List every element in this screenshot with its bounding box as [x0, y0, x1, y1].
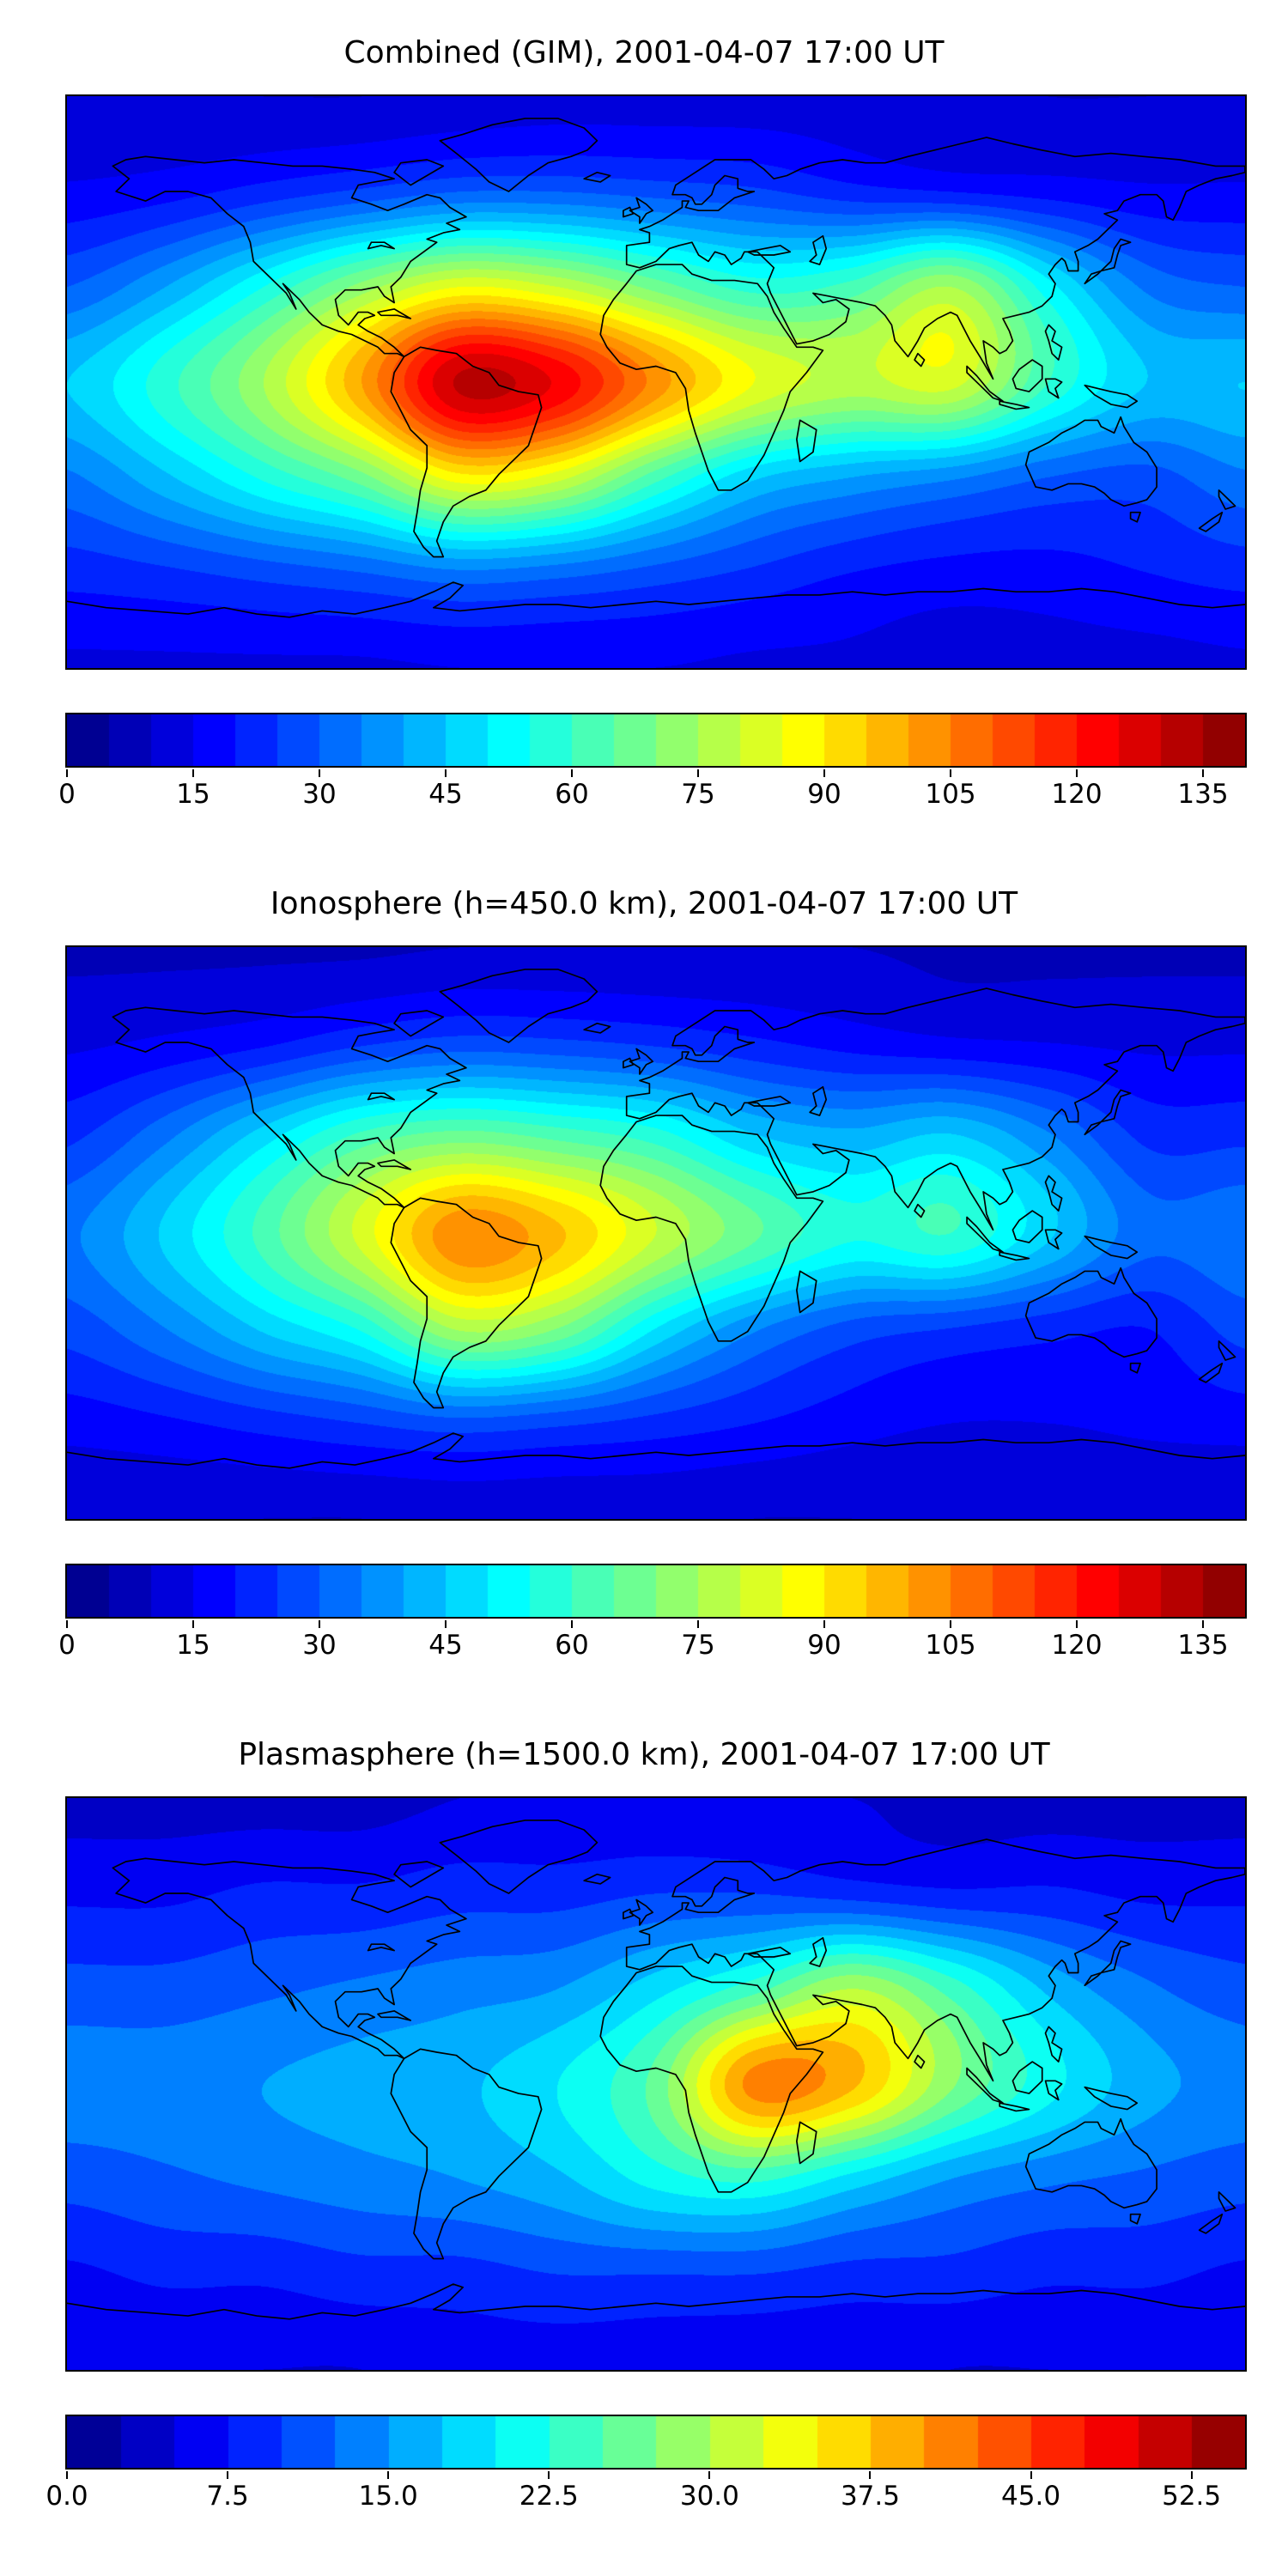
colorbar-tick-label: 120: [1051, 779, 1103, 810]
colorbar-tick-mark: [869, 2471, 872, 2479]
colorbar-ticks: 0.0 7.5 15.0 22.5 30.0 37.5 45.0 52.5: [46, 2471, 1245, 2516]
colorbar-tick-label: 15.0: [358, 2481, 418, 2512]
colorbar-ticks: 0 15 30 45 60 75 90 105 120 135: [58, 1620, 1245, 1665]
tec-heatmap-canvas: [67, 1798, 1245, 2370]
colorbar-canvas: [67, 1565, 1245, 1617]
colorbar-tick-mark: [697, 1620, 699, 1628]
colorbar-tick-label: 0.0: [46, 2481, 88, 2512]
colorbar-tick-mark: [66, 769, 68, 777]
colorbar: [65, 2415, 1247, 2470]
colorbar-tick-label: 7.5: [206, 2481, 249, 2512]
colorbar-tick-label: 60: [555, 779, 589, 810]
colorbar-tick-mark: [1076, 1620, 1078, 1628]
colorbar-tick-label: 105: [925, 779, 976, 810]
colorbar-tick-label: 60: [555, 1630, 589, 1661]
colorbar-tick-label: 52.5: [1162, 2481, 1222, 2512]
colorbar-tick-label: 30: [302, 1630, 337, 1661]
colorbar-tick-mark: [319, 769, 320, 777]
colorbar-tick-mark: [1190, 2471, 1193, 2479]
colorbar-tick-label: 15: [176, 779, 210, 810]
colorbar-tick-label: 37.5: [840, 2481, 900, 2512]
panel-title: Combined (GIM), 2001-04-07 17:00 UT: [343, 35, 945, 70]
colorbar-tick-label: 45: [428, 779, 463, 810]
colorbar-ticks: 0 15 30 45 60 75 90 105 120 135: [58, 769, 1245, 814]
colorbar-tick-label: 45.0: [1001, 2481, 1061, 2512]
colorbar-tick-label: 0: [58, 1630, 76, 1661]
map-combined-gim: [65, 94, 1247, 670]
colorbar-tick-mark: [548, 2471, 550, 2479]
colorbar: [65, 713, 1247, 768]
colorbar: [65, 1564, 1247, 1619]
tec-heatmap-canvas: [67, 96, 1245, 668]
panel-title: Plasmasphere (h=1500.0 km), 2001-04-07 1…: [238, 1737, 1050, 1772]
map-plasmasphere: [65, 1796, 1247, 2372]
colorbar-tick-mark: [445, 769, 447, 777]
colorbar-tick-label: 75: [681, 1630, 715, 1661]
colorbar-tick-label: 0: [58, 779, 76, 810]
colorbar-canvas: [67, 2416, 1245, 2468]
colorbar-tick-label: 135: [1177, 1630, 1229, 1661]
colorbar-tick-label: 22.5: [519, 2481, 579, 2512]
panel-combined-gim: Combined (GIM), 2001-04-07 17:00 UT 0 15 3…: [0, 0, 1288, 851]
colorbar-tick-mark: [571, 769, 573, 777]
colorbar-tick-mark: [1076, 769, 1078, 777]
coastlines-overlay: [67, 1820, 1245, 2320]
colorbar-tick-mark: [823, 769, 825, 777]
colorbar-tick-label: 30: [302, 779, 337, 810]
colorbar-tick-mark: [227, 2471, 229, 2479]
colorbar-tick-mark: [192, 769, 194, 777]
colorbar-tick-mark: [950, 1620, 951, 1628]
colorbar-tick-mark: [387, 2471, 390, 2479]
panel-plasmasphere: Plasmasphere (h=1500.0 km), 2001-04-07 1…: [0, 1702, 1288, 2553]
colorbar-tick-mark: [823, 1620, 825, 1628]
colorbar-tick-mark: [571, 1620, 573, 1628]
panel-ionosphere: Ionosphere (h=450.0 km), 2001-04-07 17:0…: [0, 851, 1288, 1702]
map-ionosphere: [65, 945, 1247, 1521]
colorbar-tick-mark: [950, 769, 951, 777]
colorbar-tick-mark: [66, 1620, 68, 1628]
colorbar-tick-label: 90: [807, 1630, 841, 1661]
colorbar-tick-label: 45: [428, 1630, 463, 1661]
colorbar-tick-label: 105: [925, 1630, 976, 1661]
tec-heatmap-canvas: [67, 947, 1245, 1519]
colorbar-tick-mark: [319, 1620, 320, 1628]
colorbar-tick-label: 90: [807, 779, 841, 810]
coastlines-overlay: [67, 118, 1245, 618]
coastlines-overlay: [67, 969, 1245, 1469]
colorbar-tick-mark: [1202, 769, 1204, 777]
colorbar-tick-mark: [708, 2471, 711, 2479]
colorbar-tick-label: 120: [1051, 1630, 1103, 1661]
colorbar-tick-mark: [697, 769, 699, 777]
colorbar-tick-label: 135: [1177, 779, 1229, 810]
colorbar-canvas: [67, 714, 1245, 766]
colorbar-tick-label: 15: [176, 1630, 210, 1661]
colorbar-tick-mark: [1202, 1620, 1204, 1628]
colorbar-tick-mark: [445, 1620, 447, 1628]
colorbar-tick-label: 75: [681, 779, 715, 810]
colorbar-tick-label: 30.0: [679, 2481, 739, 2512]
colorbar-tick-mark: [192, 1620, 194, 1628]
panel-title: Ionosphere (h=450.0 km), 2001-04-07 17:0…: [270, 886, 1018, 921]
colorbar-tick-mark: [66, 2471, 68, 2479]
colorbar-tick-mark: [1030, 2471, 1032, 2479]
